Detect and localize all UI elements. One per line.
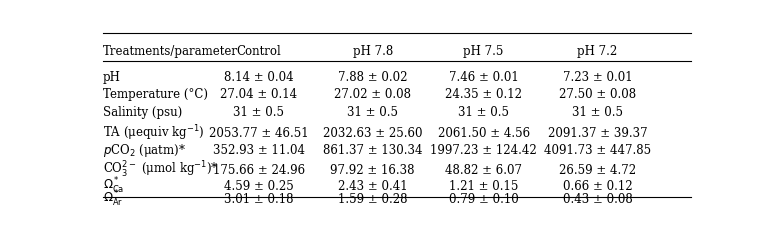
Text: 0.66 ± 0.12: 0.66 ± 0.12 — [563, 179, 632, 192]
Text: 31 ± 0.5: 31 ± 0.5 — [572, 106, 623, 118]
Text: 1997.23 ± 124.42: 1997.23 ± 124.42 — [430, 143, 537, 156]
Text: 31 ± 0.5: 31 ± 0.5 — [458, 106, 509, 118]
Text: 27.04 ± 0.14: 27.04 ± 0.14 — [220, 88, 297, 101]
Text: 3.01 ± 0.18: 3.01 ± 0.18 — [224, 192, 293, 205]
Text: TA (μequiv kg$^{-1}$): TA (μequiv kg$^{-1}$) — [103, 123, 204, 143]
Text: 1.59 ± 0.28: 1.59 ± 0.28 — [338, 192, 407, 205]
Text: pH 7.5: pH 7.5 — [464, 44, 504, 57]
Text: Control: Control — [236, 44, 281, 57]
Text: 175.66 ± 24.96: 175.66 ± 24.96 — [213, 163, 305, 176]
Text: 861.37 ± 130.34: 861.37 ± 130.34 — [323, 143, 423, 156]
Text: 26.59 ± 4.72: 26.59 ± 4.72 — [559, 163, 636, 176]
Text: pH: pH — [103, 71, 121, 84]
Text: 7.88 ± 0.02: 7.88 ± 0.02 — [338, 71, 407, 84]
Text: 31 ± 0.5: 31 ± 0.5 — [348, 106, 398, 118]
Text: CO$_3^{2-}$ (μmol kg$^{-1}$)*: CO$_3^{2-}$ (μmol kg$^{-1}$)* — [103, 160, 218, 180]
Text: 4091.73 ± 447.85: 4091.73 ± 447.85 — [544, 143, 651, 156]
Text: 2091.37 ± 39.37: 2091.37 ± 39.37 — [548, 126, 647, 139]
Text: 8.14 ± 0.04: 8.14 ± 0.04 — [224, 71, 293, 84]
Text: pH 7.8: pH 7.8 — [352, 44, 393, 57]
Text: 2.43 ± 0.41: 2.43 ± 0.41 — [338, 179, 407, 192]
Text: $\Omega^*_{\mathrm{Ar}}$: $\Omega^*_{\mathrm{Ar}}$ — [103, 188, 123, 208]
Text: pH 7.2: pH 7.2 — [577, 44, 618, 57]
Text: 27.50 ± 0.08: 27.50 ± 0.08 — [559, 88, 636, 101]
Text: 7.23 ± 0.01: 7.23 ± 0.01 — [563, 71, 632, 84]
Text: 7.46 ± 0.01: 7.46 ± 0.01 — [449, 71, 519, 84]
Text: 352.93 ± 11.04: 352.93 ± 11.04 — [213, 143, 305, 156]
Text: $p$CO$_2$ (μatm)*: $p$CO$_2$ (μatm)* — [103, 141, 186, 158]
Text: 0.79 ± 0.10: 0.79 ± 0.10 — [449, 192, 519, 205]
Text: 4.59 ± 0.25: 4.59 ± 0.25 — [224, 179, 293, 192]
Text: Salinity (psu): Salinity (psu) — [103, 106, 182, 118]
Text: 97.92 ± 16.38: 97.92 ± 16.38 — [330, 163, 415, 176]
Text: 31 ± 0.5: 31 ± 0.5 — [233, 106, 284, 118]
Text: 0.43 ± 0.08: 0.43 ± 0.08 — [563, 192, 632, 205]
Text: Temperature (°C): Temperature (°C) — [103, 88, 207, 101]
Text: 2032.63 ± 25.60: 2032.63 ± 25.60 — [323, 126, 423, 139]
Text: 27.02 ± 0.08: 27.02 ± 0.08 — [334, 88, 411, 101]
Text: 2053.77 ± 46.51: 2053.77 ± 46.51 — [209, 126, 309, 139]
Text: 24.35 ± 0.12: 24.35 ± 0.12 — [445, 88, 522, 101]
Text: Treatments/parameter: Treatments/parameter — [103, 44, 238, 57]
Text: 48.82 ± 6.07: 48.82 ± 6.07 — [445, 163, 522, 176]
Text: $\Omega^*_{\mathrm{Ca}}$: $\Omega^*_{\mathrm{Ca}}$ — [103, 175, 124, 195]
Text: 1.21 ± 0.15: 1.21 ± 0.15 — [449, 179, 519, 192]
Text: 2061.50 ± 4.56: 2061.50 ± 4.56 — [437, 126, 529, 139]
